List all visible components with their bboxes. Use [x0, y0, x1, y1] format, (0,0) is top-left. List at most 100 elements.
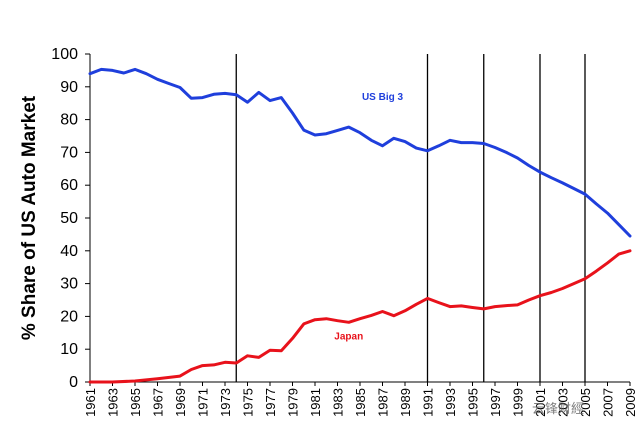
data-point [190, 97, 193, 100]
data-point [617, 223, 620, 226]
data-point [156, 78, 159, 81]
data-point [595, 270, 598, 272]
data-point [201, 364, 204, 367]
data-point [134, 68, 136, 71]
data-point [527, 299, 530, 301]
data-point [516, 304, 519, 306]
data-point [460, 141, 463, 144]
data-point [437, 145, 440, 147]
data-point [291, 112, 294, 114]
data-point [617, 253, 620, 255]
data-point [89, 381, 91, 383]
y-tick-label: 100 [51, 46, 78, 63]
x-tick-label: 1977 [263, 388, 278, 417]
y-tick-label: 0 [69, 374, 78, 391]
data-point [482, 142, 485, 145]
x-tick-label: 1987 [376, 388, 391, 417]
x-tick-label: 1961 [83, 388, 98, 417]
x-tick-label: 2005 [578, 388, 593, 417]
data-point [381, 310, 384, 313]
data-point [392, 314, 395, 317]
data-point [347, 126, 350, 128]
x-tick-label: 2007 [601, 388, 616, 417]
data-point [381, 145, 384, 147]
data-point [156, 377, 159, 380]
data-point [212, 364, 215, 366]
x-tick-label: 1981 [308, 388, 323, 417]
data-point [449, 139, 451, 142]
x-tick-label: 1969 [173, 388, 188, 417]
data-point [89, 72, 91, 75]
data-point [404, 310, 406, 312]
data-point [111, 69, 114, 72]
x-tick-label: 1985 [353, 388, 368, 417]
data-point [111, 381, 114, 383]
data-point [482, 308, 485, 310]
data-point [550, 291, 553, 294]
x-tick-label: 1975 [241, 388, 256, 417]
data-point [134, 380, 136, 382]
data-point [224, 92, 226, 95]
watermark: 云锋财經 [532, 401, 585, 416]
data-point [179, 86, 181, 89]
data-point [336, 129, 339, 132]
data-point [257, 356, 260, 359]
data-point [370, 314, 373, 317]
data-point [539, 294, 541, 297]
series-line-japan [88, 249, 632, 384]
data-point [606, 262, 609, 264]
data-point [516, 157, 519, 159]
data-point [246, 354, 249, 357]
data-point [122, 72, 125, 74]
data-point [449, 305, 451, 308]
x-tick-label: 1999 [511, 388, 526, 417]
data-point [584, 277, 586, 280]
data-point [201, 96, 204, 99]
data-point [426, 149, 429, 152]
x-tick-label: 1991 [421, 388, 436, 417]
data-point [426, 297, 429, 300]
data-point [314, 318, 316, 321]
y-tick-label: 70 [60, 144, 78, 161]
data-point [302, 323, 305, 325]
data-point [561, 287, 564, 290]
y-tick-label: 10 [60, 341, 78, 358]
data-point [257, 91, 260, 94]
x-tick-label: 1973 [218, 388, 233, 417]
x-tick-label: 2003 [556, 388, 571, 417]
x-tick-label: 1979 [286, 388, 301, 417]
data-point [460, 305, 463, 307]
data-point [314, 134, 316, 136]
x-tick-label: 2009 [623, 388, 638, 417]
data-point [347, 321, 350, 324]
series-label: Japan [334, 331, 363, 342]
x-tick-label: 1983 [331, 388, 346, 417]
y-tick-label: 80 [60, 112, 78, 129]
data-point [179, 375, 181, 377]
data-point [235, 93, 238, 96]
data-point [505, 304, 508, 307]
data-point [100, 68, 103, 71]
x-tick-label: 1993 [443, 388, 458, 417]
data-point [280, 350, 283, 352]
data-point [572, 187, 575, 190]
data-point [190, 368, 193, 371]
y-tick-label: 60 [60, 177, 78, 194]
x-tick-label: 1967 [151, 388, 166, 417]
data-point [167, 82, 170, 85]
y-tick-label: 40 [60, 243, 78, 260]
data-point [359, 317, 361, 320]
data-point [280, 96, 283, 99]
x-tick-label: 1997 [488, 388, 503, 417]
data-point [246, 101, 249, 104]
data-point [235, 362, 238, 364]
x-tick-label: 1965 [128, 388, 143, 417]
x-tick-label: 1995 [466, 388, 481, 417]
data-point [550, 176, 553, 179]
data-point [392, 137, 395, 140]
data-point [561, 182, 564, 184]
data-point [336, 319, 339, 322]
x-tick-label: 1989 [398, 388, 413, 417]
data-point [494, 305, 496, 308]
